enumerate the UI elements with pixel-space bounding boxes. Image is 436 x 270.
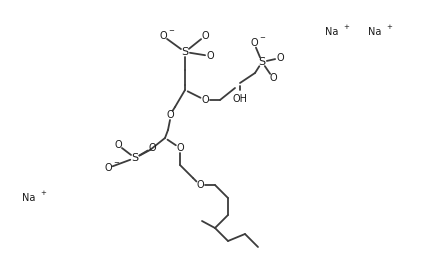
Text: Na: Na	[325, 27, 338, 37]
Text: S: S	[181, 47, 188, 57]
Text: O: O	[201, 95, 209, 105]
Text: Na: Na	[22, 193, 35, 203]
Text: S: S	[131, 153, 139, 163]
Text: O: O	[148, 143, 156, 153]
Text: +: +	[40, 190, 46, 196]
Text: O: O	[196, 180, 204, 190]
Text: −: −	[113, 160, 119, 166]
Text: O: O	[250, 38, 258, 48]
Text: OH: OH	[232, 94, 248, 104]
Text: O: O	[206, 51, 214, 61]
Text: O: O	[201, 31, 209, 41]
Text: O: O	[166, 110, 174, 120]
Text: O: O	[104, 163, 112, 173]
Text: O: O	[114, 140, 122, 150]
Text: +: +	[386, 24, 392, 30]
Text: O: O	[269, 73, 277, 83]
Text: −: −	[259, 35, 265, 41]
Text: Na: Na	[368, 27, 382, 37]
Text: S: S	[259, 57, 266, 67]
Text: O: O	[276, 53, 284, 63]
Text: O: O	[159, 31, 167, 41]
Text: O: O	[176, 143, 184, 153]
Text: −: −	[168, 28, 174, 34]
Text: +: +	[343, 24, 349, 30]
